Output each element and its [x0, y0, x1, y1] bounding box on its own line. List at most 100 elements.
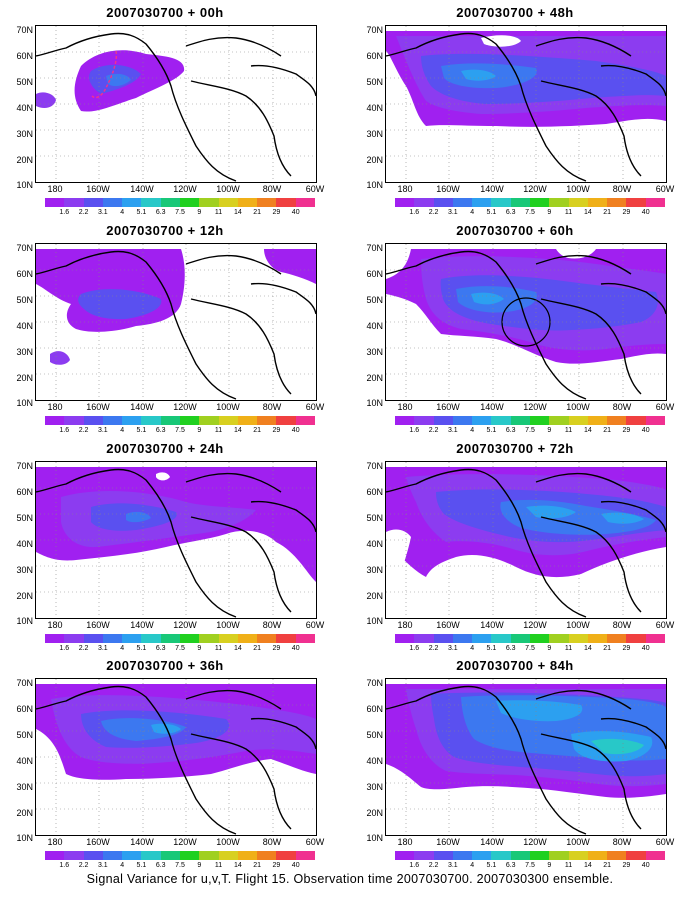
lon-label: 120W [523, 184, 547, 194]
lon-label: 60W [655, 402, 675, 412]
colorbar-segment [395, 416, 415, 425]
lat-label: 20N [16, 808, 33, 818]
lon-label: 100W [216, 402, 240, 412]
colorbar-segment [472, 851, 492, 860]
colorbar-tick-label: 3.1 [447, 427, 458, 434]
lat-label: 30N [16, 565, 33, 575]
colorbar-segment [160, 198, 180, 207]
lon-label: 100W [216, 620, 240, 630]
colorbar-segment [141, 634, 161, 643]
colorbar-segment [102, 198, 123, 207]
lon-label: 140W [130, 837, 154, 847]
colorbar-segment [83, 851, 103, 860]
colorbar-tick-label: 6.3 [155, 427, 166, 434]
lon-label: 60W [305, 402, 325, 412]
colorbar-tick-label: 4 [470, 645, 475, 652]
colorbar-tick-label: 40 [291, 209, 300, 216]
colorbar-segment [122, 634, 142, 643]
lat-label: 40N [366, 756, 383, 766]
lat-label: 20N [16, 591, 33, 601]
lat-label: 30N [16, 347, 33, 357]
colorbar-tick-label: 5.1 [136, 209, 147, 216]
colorbar-tick-label: 5.1 [136, 645, 147, 652]
colorbar-tick-label: 6.3 [505, 209, 516, 216]
colorbar-segment [626, 416, 646, 425]
colorbar-segment [645, 851, 665, 860]
colorbar-segment [199, 634, 219, 643]
colorbar-tick-label: 2.2 [428, 862, 439, 869]
lat-label: 10N [366, 616, 383, 626]
lon-label: 80W [262, 402, 282, 412]
lon-label: 180 [47, 837, 63, 847]
lat-label: 70N [366, 461, 383, 471]
colorbar-tick-label: 14 [583, 427, 592, 434]
lon-label: 180 [47, 402, 63, 412]
lon-label: 140W [480, 837, 504, 847]
lon-label: 120W [173, 402, 197, 412]
lat-label: 60N [16, 487, 33, 497]
colorbar-segment [587, 416, 608, 425]
colorbar-tick-label: 4 [120, 209, 125, 216]
colorbar-tick-label: 1.6 [409, 862, 420, 869]
colorbar-tick-label: 7.5 [175, 427, 185, 434]
colorbar-segment [568, 416, 588, 425]
colorbar [395, 634, 665, 643]
colorbar-segment [395, 634, 415, 643]
colorbar-tick-label: 14 [583, 862, 592, 869]
colorbar-segment [179, 416, 200, 425]
colorbar-segment [45, 416, 65, 425]
colorbar-segment [587, 198, 608, 207]
colorbar-segment [64, 851, 84, 860]
colorbar-segment [433, 416, 453, 425]
lon-label: 140W [130, 620, 154, 630]
colorbar-tick-label: 9 [197, 645, 202, 652]
variance-map [386, 679, 666, 835]
variance-map [36, 26, 316, 182]
lat-label: 40N [366, 321, 383, 331]
colorbar-tick-label: 40 [641, 862, 650, 869]
lat-label: 60N [16, 51, 33, 61]
lon-label: 60W [655, 184, 675, 194]
colorbar-segment [141, 851, 161, 860]
colorbar-tick-label: 11 [564, 645, 573, 652]
panel-title: 2007030700 + 12h [106, 223, 224, 238]
lon-label: 80W [612, 184, 632, 194]
colorbar-tick-label: 5.1 [136, 862, 147, 869]
lat-label: 30N [366, 782, 383, 792]
colorbar-segment [607, 416, 627, 425]
colorbar-segment [237, 634, 258, 643]
colorbar-segment [237, 416, 258, 425]
colorbar-tick-label: 40 [291, 645, 300, 652]
colorbar-segment [452, 634, 473, 643]
lon-label: 120W [523, 837, 547, 847]
lon-label: 60W [655, 620, 675, 630]
lat-label: 40N [366, 103, 383, 113]
colorbar-segment [257, 634, 277, 643]
colorbar-tick-label: 11 [214, 645, 223, 652]
colorbar-segment [529, 634, 550, 643]
colorbar-ticks: 1.6 2.2 3.1 4 5.1 6.3 7.5 9 11 14 21 29 40 [395, 862, 665, 872]
lon-label: 100W [216, 837, 240, 847]
lat-label: 60N [366, 269, 383, 279]
colorbar [395, 198, 665, 207]
lon-label: 100W [566, 620, 590, 630]
colorbar-segment [237, 198, 258, 207]
lat-label: 40N [16, 756, 33, 766]
colorbar-tick-label: 21 [253, 645, 262, 652]
colorbar-tick-label: 2.2 [78, 645, 89, 652]
colorbar [395, 851, 665, 860]
colorbar-segment [179, 851, 200, 860]
colorbar-tick-label: 29 [622, 427, 631, 434]
variance-map [386, 26, 666, 182]
colorbar-segment [122, 851, 142, 860]
colorbar-segment [45, 198, 65, 207]
colorbar-tick-label: 6.3 [155, 862, 166, 869]
lat-label: 70N [16, 25, 33, 35]
lon-label: 180 [397, 620, 413, 630]
colorbar-segment [607, 851, 627, 860]
colorbar-tick-label: 9 [547, 427, 552, 434]
lon-label: 180 [397, 184, 413, 194]
map-frame [385, 243, 667, 401]
colorbar-segment [257, 851, 277, 860]
colorbar-segment [276, 416, 296, 425]
